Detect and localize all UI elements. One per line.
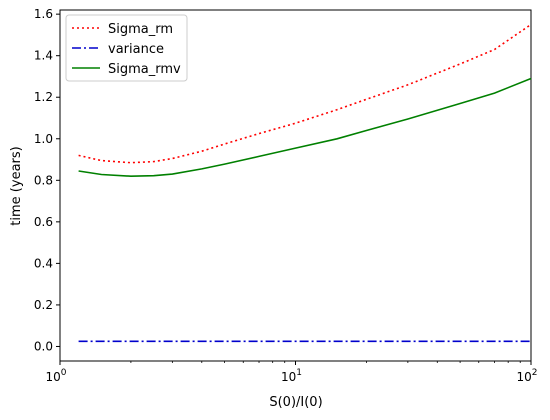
series-layer [78, 23, 532, 343]
legend-label: Sigma_rmv [108, 62, 181, 77]
x-axis-label: S(0)/I(0) [269, 395, 322, 410]
y-tick-label: 1.4 [34, 49, 53, 63]
x-axis: 100 101 102 [45, 361, 538, 384]
y-tick-label: 0.2 [34, 298, 53, 312]
legend-label: variance [108, 42, 164, 57]
y-tick-label: 1.2 [34, 90, 53, 104]
y-tick-label: 0.6 [34, 215, 53, 229]
legend-box [65, 14, 188, 82]
series-line-sigma-rmv [78, 77, 532, 178]
y-tick-label: 0.8 [34, 173, 53, 187]
x-tick-label: 101 [281, 368, 302, 384]
legend-label: Sigma_rm [108, 22, 173, 37]
y-axis: 0.0 0.2 0.4 0.6 0.8 1.0 1.2 1.4 1.6 [34, 7, 60, 353]
series-line-sigma-rm [78, 23, 532, 164]
legend: Sigma_rm variance Sigma_rmv [65, 14, 188, 82]
y-tick-label: 0.0 [34, 339, 53, 353]
x-tick-label: 100 [45, 368, 66, 384]
y-tick-label: 1.0 [34, 132, 53, 146]
y-axis-label: time (years) [9, 146, 24, 225]
y-tick-label: 1.6 [34, 7, 53, 21]
y-tick-label: 0.4 [34, 256, 53, 270]
x-tick-label: 102 [516, 368, 537, 384]
